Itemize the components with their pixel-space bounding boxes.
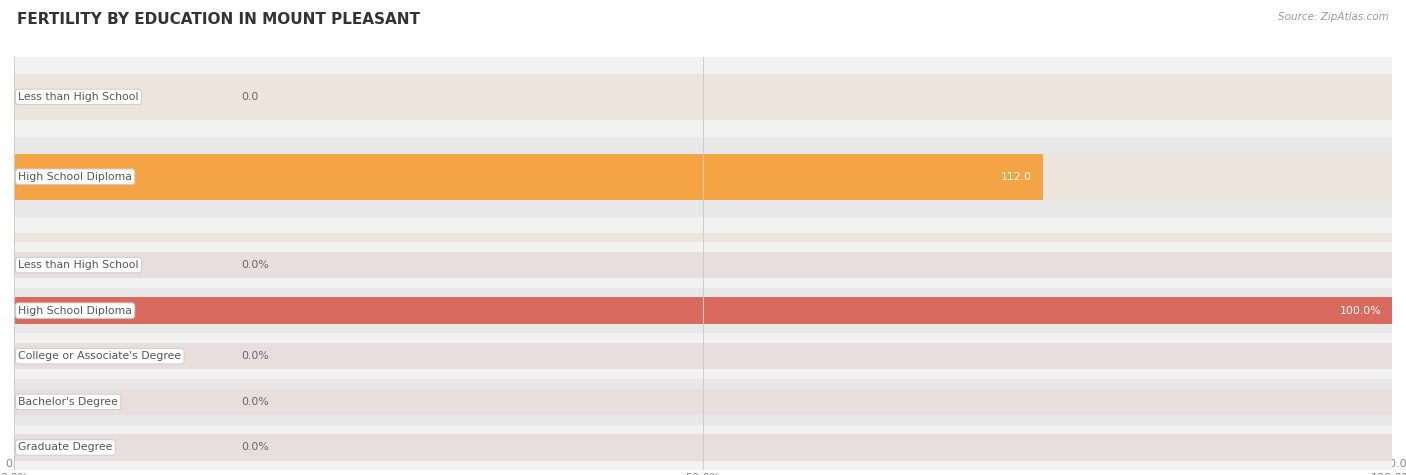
Bar xyxy=(14,252,1392,278)
Bar xyxy=(14,296,1392,376)
Bar xyxy=(14,389,1392,415)
Bar xyxy=(14,153,1043,200)
Text: Graduate Degree: Graduate Degree xyxy=(18,442,112,453)
Text: 0.0: 0.0 xyxy=(242,251,259,262)
Text: Less than High School: Less than High School xyxy=(18,92,139,102)
Text: Source: ZipAtlas.com: Source: ZipAtlas.com xyxy=(1278,12,1389,22)
Bar xyxy=(14,379,1392,425)
Bar xyxy=(14,333,1392,379)
Text: 0.0: 0.0 xyxy=(242,411,259,421)
Bar xyxy=(14,297,1392,324)
Text: Bachelor's Degree: Bachelor's Degree xyxy=(18,331,118,342)
Bar xyxy=(14,74,1392,120)
Text: 100.0%: 100.0% xyxy=(1340,305,1381,316)
Bar xyxy=(14,313,1392,360)
Text: Graduate Degree: Graduate Degree xyxy=(18,411,112,421)
Text: 0.0: 0.0 xyxy=(242,92,259,102)
Text: Bachelor's Degree: Bachelor's Degree xyxy=(18,397,118,407)
Text: 0.0: 0.0 xyxy=(242,331,259,342)
Bar xyxy=(14,297,1392,324)
Bar xyxy=(14,393,1392,439)
Text: 0.0%: 0.0% xyxy=(242,260,269,270)
Text: 0.0%: 0.0% xyxy=(242,397,269,407)
Text: 0.0%: 0.0% xyxy=(242,351,269,361)
Text: 0.0%: 0.0% xyxy=(242,442,269,453)
Bar xyxy=(14,288,1392,333)
Bar xyxy=(14,153,1392,200)
Text: FERTILITY BY EDUCATION IN MOUNT PLEASANT: FERTILITY BY EDUCATION IN MOUNT PLEASANT xyxy=(17,12,420,27)
Bar xyxy=(14,343,1392,370)
Text: Less than High School: Less than High School xyxy=(18,260,139,270)
Text: College or Associate's Degree: College or Associate's Degree xyxy=(18,351,181,361)
Bar xyxy=(14,434,1392,461)
Text: High School Diploma: High School Diploma xyxy=(18,305,132,316)
Text: High School Diploma: High School Diploma xyxy=(18,171,132,182)
Bar xyxy=(14,137,1392,217)
Bar xyxy=(14,376,1392,456)
Bar xyxy=(14,217,1392,296)
Text: College or Associate's Degree: College or Associate's Degree xyxy=(18,251,181,262)
Bar xyxy=(14,233,1392,280)
Bar xyxy=(14,242,1392,288)
Bar xyxy=(14,425,1392,470)
Text: 112.0: 112.0 xyxy=(1001,171,1032,182)
Bar xyxy=(14,57,1392,137)
